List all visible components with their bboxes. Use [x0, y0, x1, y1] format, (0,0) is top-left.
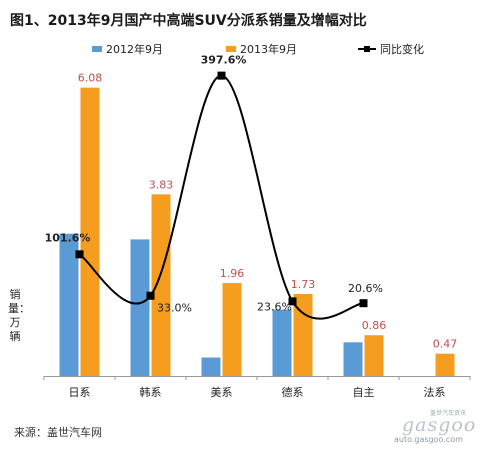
data-label-change: 33.0%: [157, 302, 192, 315]
bar-2012: [343, 342, 363, 376]
source-note: 来源：盖世汽车网: [14, 426, 102, 439]
bar-2013: [435, 353, 455, 376]
bar-2012: [59, 233, 79, 376]
bar-2013: [364, 335, 384, 376]
bar-2013: [151, 194, 171, 376]
data-label-change: 23.6%: [257, 300, 292, 313]
watermark-logo: 盖世汽车资讯 gasgoo auto.gasgoo.com: [392, 406, 478, 446]
legend-2013-label: 2013年9月: [240, 42, 297, 56]
data-label-2013: 1.96: [220, 267, 245, 280]
legend-change-label: 同比变化: [380, 42, 424, 56]
watermark-brand: gasgoo: [402, 414, 477, 436]
x-tick-label: 日系: [69, 386, 91, 399]
bar-2013: [80, 87, 100, 377]
line-marker: [288, 297, 297, 306]
watermark-tagline: 盖世汽车资讯: [430, 410, 467, 417]
x-tick-label: 法系: [424, 385, 446, 399]
data-label-2013: 0.86: [362, 319, 387, 332]
line-marker: [217, 71, 226, 80]
chart-title: 图1、2013年9月国产中高端SUV分派系销量及增幅对比: [10, 13, 367, 29]
x-tick-label: 自主: [353, 386, 375, 399]
x-tick-label: 韩系: [140, 385, 162, 399]
bar-2013: [293, 293, 313, 376]
x-tick-label: 德系: [282, 385, 304, 399]
data-label-change: 397.6%: [201, 54, 247, 67]
line-marker: [75, 250, 84, 259]
bar-2012: [272, 309, 292, 376]
legend-2012-label: 2012年9月: [106, 42, 163, 56]
bar-2012: [130, 239, 150, 376]
line-marker: [359, 299, 368, 308]
data-label-2013: 3.83: [149, 178, 174, 191]
bar-2012: [201, 357, 221, 376]
line-marker: [146, 291, 155, 300]
watermark-url: auto.gasgoo.com: [394, 435, 463, 444]
data-label-2013: 6.08: [78, 72, 103, 85]
line-change: [78, 74, 364, 320]
data-label-change: 20.6%: [348, 282, 383, 295]
x-tick-label: 美系: [211, 386, 233, 399]
legend-2013-swatch: [226, 46, 236, 52]
data-label-2013: 0.47: [433, 338, 458, 351]
bar-2013: [222, 283, 242, 376]
legend-change-marker: [364, 46, 370, 52]
data-label-2013: 1.73: [291, 278, 316, 291]
legend-2012-swatch: [92, 46, 102, 52]
data-label-change: 101.6%: [45, 231, 91, 244]
